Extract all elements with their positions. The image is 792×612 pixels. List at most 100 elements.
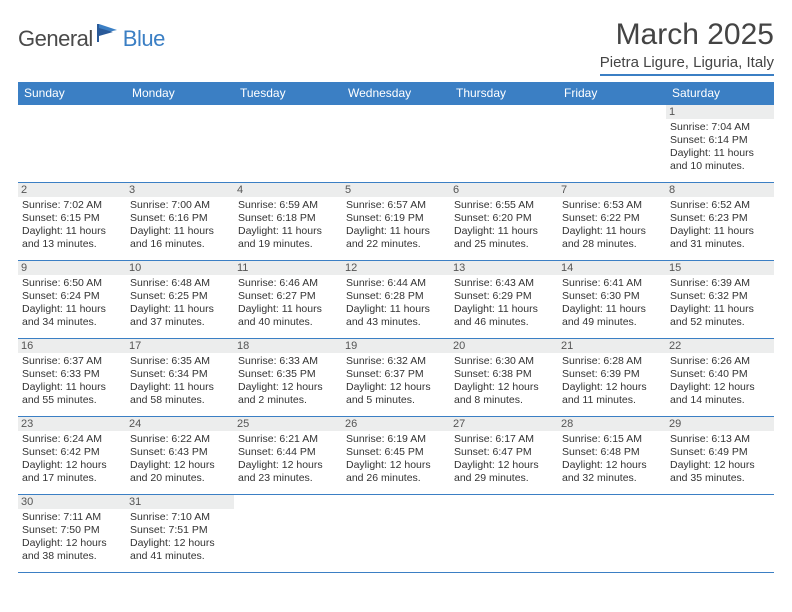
sunset-text: Sunset: 6:28 PM xyxy=(346,290,446,303)
calendar-cell: 21Sunrise: 6:28 AMSunset: 6:39 PMDayligh… xyxy=(558,339,666,417)
sunset-text: Sunset: 6:20 PM xyxy=(454,212,554,225)
day-number: 2 xyxy=(18,183,126,197)
day-number: 11 xyxy=(234,261,342,275)
sunrise-text: Sunrise: 6:35 AM xyxy=(130,355,230,368)
sunset-text: Sunset: 6:34 PM xyxy=(130,368,230,381)
daylight-text: Daylight: 11 hours xyxy=(130,303,230,316)
daylight-text: Daylight: 11 hours xyxy=(562,225,662,238)
daylight-text: Daylight: 12 hours xyxy=(454,381,554,394)
sunset-text: Sunset: 6:49 PM xyxy=(670,446,770,459)
day-number: 24 xyxy=(126,417,234,431)
calendar-cell xyxy=(666,495,774,573)
day-number: 4 xyxy=(234,183,342,197)
title-block: March 2025 Pietra Ligure, Liguria, Italy xyxy=(600,18,774,76)
day-header: Tuesday xyxy=(234,82,342,105)
day-number: 23 xyxy=(18,417,126,431)
day-number: 30 xyxy=(18,495,126,509)
daylight-text: and 55 minutes. xyxy=(22,394,122,407)
calendar-cell: 9Sunrise: 6:50 AMSunset: 6:24 PMDaylight… xyxy=(18,261,126,339)
day-number: 16 xyxy=(18,339,126,353)
daylight-text: Daylight: 12 hours xyxy=(238,381,338,394)
sunset-text: Sunset: 7:51 PM xyxy=(130,524,230,537)
daylight-text: Daylight: 12 hours xyxy=(670,381,770,394)
month-title: March 2025 xyxy=(600,18,774,52)
sunrise-text: Sunrise: 6:32 AM xyxy=(346,355,446,368)
calendar-header-row: Sunday Monday Tuesday Wednesday Thursday… xyxy=(18,82,774,105)
daylight-text: and 14 minutes. xyxy=(670,394,770,407)
sunrise-text: Sunrise: 6:15 AM xyxy=(562,433,662,446)
calendar-cell: 7Sunrise: 6:53 AMSunset: 6:22 PMDaylight… xyxy=(558,183,666,261)
calendar-cell: 19Sunrise: 6:32 AMSunset: 6:37 PMDayligh… xyxy=(342,339,450,417)
daylight-text: Daylight: 11 hours xyxy=(130,381,230,394)
logo-text-blue: Blue xyxy=(123,26,165,52)
calendar-cell: 10Sunrise: 6:48 AMSunset: 6:25 PMDayligh… xyxy=(126,261,234,339)
sunset-text: Sunset: 6:39 PM xyxy=(562,368,662,381)
daylight-text: and 29 minutes. xyxy=(454,472,554,485)
calendar-table: Sunday Monday Tuesday Wednesday Thursday… xyxy=(18,82,774,573)
calendar-cell: 15Sunrise: 6:39 AMSunset: 6:32 PMDayligh… xyxy=(666,261,774,339)
sunset-text: Sunset: 6:48 PM xyxy=(562,446,662,459)
sunrise-text: Sunrise: 6:52 AM xyxy=(670,199,770,212)
day-number: 18 xyxy=(234,339,342,353)
sunset-text: Sunset: 6:24 PM xyxy=(22,290,122,303)
daylight-text: Daylight: 11 hours xyxy=(454,225,554,238)
daylight-text: and 23 minutes. xyxy=(238,472,338,485)
calendar-week-row: 16Sunrise: 6:37 AMSunset: 6:33 PMDayligh… xyxy=(18,339,774,417)
calendar-cell: 8Sunrise: 6:52 AMSunset: 6:23 PMDaylight… xyxy=(666,183,774,261)
sunset-text: Sunset: 6:29 PM xyxy=(454,290,554,303)
calendar-cell: 26Sunrise: 6:19 AMSunset: 6:45 PMDayligh… xyxy=(342,417,450,495)
daylight-text: and 38 minutes. xyxy=(22,550,122,563)
calendar-cell: 24Sunrise: 6:22 AMSunset: 6:43 PMDayligh… xyxy=(126,417,234,495)
sunrise-text: Sunrise: 6:44 AM xyxy=(346,277,446,290)
sunset-text: Sunset: 6:47 PM xyxy=(454,446,554,459)
sunset-text: Sunset: 6:35 PM xyxy=(238,368,338,381)
daylight-text: and 10 minutes. xyxy=(670,160,770,173)
daylight-text: Daylight: 11 hours xyxy=(22,225,122,238)
sunrise-text: Sunrise: 6:41 AM xyxy=(562,277,662,290)
day-number: 7 xyxy=(558,183,666,197)
sunset-text: Sunset: 6:22 PM xyxy=(562,212,662,225)
sunrise-text: Sunrise: 6:50 AM xyxy=(22,277,122,290)
daylight-text: Daylight: 12 hours xyxy=(346,381,446,394)
daylight-text: Daylight: 12 hours xyxy=(22,537,122,550)
daylight-text: Daylight: 11 hours xyxy=(670,303,770,316)
day-header: Saturday xyxy=(666,82,774,105)
sunset-text: Sunset: 6:32 PM xyxy=(670,290,770,303)
day-number: 28 xyxy=(558,417,666,431)
daylight-text: Daylight: 12 hours xyxy=(130,459,230,472)
daylight-text: Daylight: 12 hours xyxy=(562,459,662,472)
daylight-text: and 26 minutes. xyxy=(346,472,446,485)
daylight-text: and 43 minutes. xyxy=(346,316,446,329)
sunrise-text: Sunrise: 6:17 AM xyxy=(454,433,554,446)
calendar-page: General Blue March 2025 Pietra Ligure, L… xyxy=(0,0,792,573)
sunset-text: Sunset: 6:14 PM xyxy=(670,134,770,147)
daylight-text: and 37 minutes. xyxy=(130,316,230,329)
daylight-text: Daylight: 12 hours xyxy=(346,459,446,472)
sunrise-text: Sunrise: 7:11 AM xyxy=(22,511,122,524)
day-number: 14 xyxy=(558,261,666,275)
sunrise-text: Sunrise: 6:13 AM xyxy=(670,433,770,446)
daylight-text: and 2 minutes. xyxy=(238,394,338,407)
calendar-cell xyxy=(450,495,558,573)
day-number: 13 xyxy=(450,261,558,275)
daylight-text: Daylight: 11 hours xyxy=(238,225,338,238)
calendar-body: 1Sunrise: 7:04 AMSunset: 6:14 PMDaylight… xyxy=(18,105,774,573)
daylight-text: Daylight: 11 hours xyxy=(562,303,662,316)
daylight-text: Daylight: 12 hours xyxy=(670,459,770,472)
daylight-text: and 35 minutes. xyxy=(670,472,770,485)
sunrise-text: Sunrise: 6:19 AM xyxy=(346,433,446,446)
calendar-cell: 16Sunrise: 6:37 AMSunset: 6:33 PMDayligh… xyxy=(18,339,126,417)
day-header: Monday xyxy=(126,82,234,105)
calendar-cell: 6Sunrise: 6:55 AMSunset: 6:20 PMDaylight… xyxy=(450,183,558,261)
daylight-text: and 5 minutes. xyxy=(346,394,446,407)
day-number: 12 xyxy=(342,261,450,275)
calendar-cell: 18Sunrise: 6:33 AMSunset: 6:35 PMDayligh… xyxy=(234,339,342,417)
day-number: 6 xyxy=(450,183,558,197)
sunset-text: Sunset: 6:30 PM xyxy=(562,290,662,303)
daylight-text: and 41 minutes. xyxy=(130,550,230,563)
daylight-text: and 8 minutes. xyxy=(454,394,554,407)
day-number: 20 xyxy=(450,339,558,353)
sunset-text: Sunset: 6:23 PM xyxy=(670,212,770,225)
sunrise-text: Sunrise: 6:48 AM xyxy=(130,277,230,290)
sunset-text: Sunset: 6:45 PM xyxy=(346,446,446,459)
